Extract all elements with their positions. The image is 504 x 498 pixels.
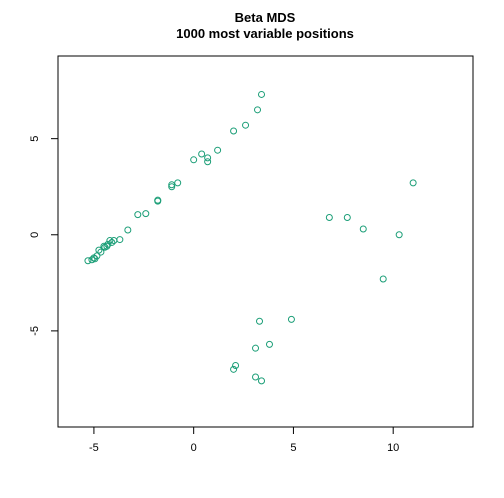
data-point bbox=[168, 181, 176, 189]
data-point bbox=[325, 213, 333, 221]
data-point bbox=[97, 248, 105, 256]
y-tick-label: 5 bbox=[29, 136, 41, 142]
data-point bbox=[258, 90, 266, 98]
data-point bbox=[88, 256, 96, 264]
data-point bbox=[154, 197, 162, 205]
data-point bbox=[116, 236, 124, 244]
data-point bbox=[395, 231, 403, 239]
data-point bbox=[379, 275, 387, 283]
x-axis: -5 0 5 10 bbox=[89, 426, 399, 454]
data-points bbox=[84, 90, 417, 385]
x-tick-label: 0 bbox=[191, 442, 197, 454]
data-point bbox=[142, 210, 150, 218]
data-point bbox=[100, 242, 108, 250]
chart-subtitle: 1000 most variable positions bbox=[176, 26, 354, 41]
data-point bbox=[190, 156, 198, 164]
data-point bbox=[252, 373, 260, 381]
data-point bbox=[258, 377, 266, 385]
data-point bbox=[214, 146, 222, 154]
y-tick-label: 0 bbox=[29, 232, 41, 238]
data-point bbox=[110, 237, 118, 245]
data-point bbox=[265, 340, 273, 348]
data-point bbox=[90, 254, 98, 262]
data-point bbox=[204, 158, 212, 166]
data-point bbox=[409, 179, 417, 187]
data-point bbox=[106, 237, 114, 245]
data-point bbox=[174, 179, 182, 187]
x-tick-label: 5 bbox=[290, 442, 296, 454]
data-point bbox=[168, 183, 176, 191]
data-point bbox=[91, 255, 99, 263]
data-point bbox=[359, 225, 367, 233]
chart-title: Beta MDS bbox=[235, 10, 296, 25]
data-point bbox=[84, 257, 92, 265]
data-point bbox=[204, 154, 212, 162]
data-point bbox=[242, 121, 250, 129]
x-tick-label: 10 bbox=[387, 442, 399, 454]
data-point bbox=[198, 150, 206, 158]
plot-frame bbox=[57, 55, 474, 428]
data-point bbox=[232, 361, 240, 369]
data-point bbox=[252, 344, 260, 352]
data-point bbox=[134, 211, 142, 219]
y-tick-label: -5 bbox=[29, 326, 41, 336]
data-point bbox=[230, 365, 238, 373]
x-tick-label: -5 bbox=[89, 442, 99, 454]
data-point bbox=[108, 238, 116, 246]
data-point bbox=[230, 127, 238, 135]
data-point bbox=[256, 317, 264, 325]
data-point bbox=[254, 106, 262, 114]
data-point bbox=[343, 213, 351, 221]
data-point bbox=[124, 226, 132, 234]
data-point bbox=[287, 315, 295, 323]
data-point bbox=[101, 243, 109, 251]
y-axis: -5 0 5 bbox=[29, 136, 59, 336]
